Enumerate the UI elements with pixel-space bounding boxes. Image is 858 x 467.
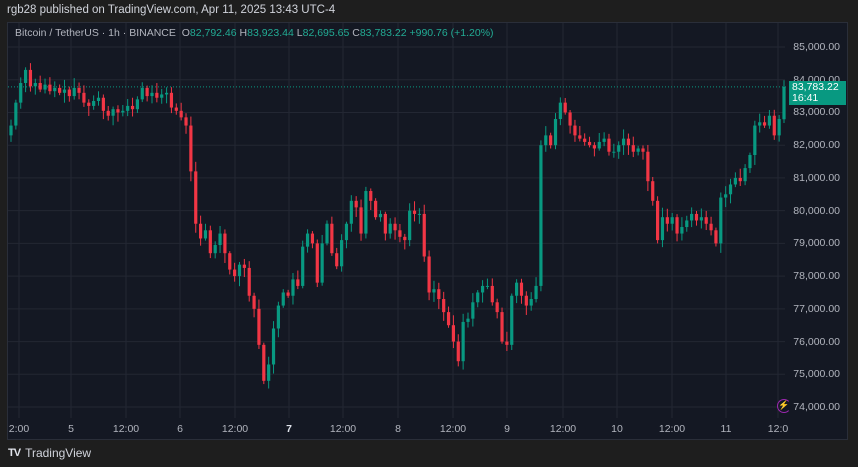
price-tick: 83,000.00 — [793, 106, 840, 119]
time-tick: 7 — [286, 423, 292, 435]
price-tick: 80,000.00 — [793, 204, 840, 217]
footer: TV TradingView — [8, 446, 91, 460]
close-value: 83,783.22 — [359, 27, 407, 39]
price-tick: 78,000.00 — [793, 270, 840, 283]
symbol-title: Bitcoin / TetherUS · 1h · BINANCE — [15, 27, 176, 39]
change-value: +990.76 (+1.20%) — [409, 27, 494, 39]
tradingview-logo-icon: TV — [8, 447, 21, 459]
time-tick: 9 — [504, 423, 510, 435]
price-tick: 77,000.00 — [793, 302, 840, 315]
time-tick: 12:00 — [549, 423, 577, 435]
time-tick: 12:0 — [767, 423, 789, 435]
time-tick: 8 — [395, 423, 401, 435]
last-price-label: 83,783.22 16:41 — [789, 81, 846, 105]
low-value: 82,695.65 — [302, 27, 350, 39]
brand-name: TradingView — [25, 446, 92, 460]
open-value: 82,792.46 — [189, 27, 237, 39]
last-price-value: 83,783.22 — [792, 81, 839, 93]
lightning-icon[interactable]: ⚡ — [777, 399, 791, 413]
time-tick: 12:00 — [439, 423, 467, 435]
time-tick: 6 — [177, 423, 183, 435]
time-tick: 12:00 — [221, 423, 249, 435]
high-value: 83,923.44 — [247, 27, 294, 39]
price-tick: 85,000.00 — [793, 41, 840, 53]
time-tick: 12:00 — [112, 423, 140, 435]
publish-attribution: rgb28 published on TradingView.com, Apr … — [7, 4, 336, 16]
price-tick: 82,000.00 — [793, 139, 840, 152]
symbol-legend: Bitcoin / TetherUS · 1h · BINANCE O82,79… — [15, 27, 494, 39]
time-tick: 12:00 — [329, 423, 357, 435]
price-tick: 74,000.00 — [793, 401, 840, 414]
time-tick: 2:00 — [8, 423, 30, 435]
price-tick: 81,000.00 — [793, 171, 840, 184]
time-tick: 12:00 — [658, 423, 686, 435]
bar-countdown: 16:41 — [792, 92, 819, 104]
price-tick: 79,000.00 — [793, 237, 840, 250]
time-tick: 5 — [68, 423, 74, 435]
price-tick: 75,000.00 — [793, 368, 840, 381]
time-tick: 10 — [611, 423, 623, 435]
price-tick: 76,000.00 — [793, 335, 840, 348]
time-tick: 11 — [720, 423, 732, 435]
